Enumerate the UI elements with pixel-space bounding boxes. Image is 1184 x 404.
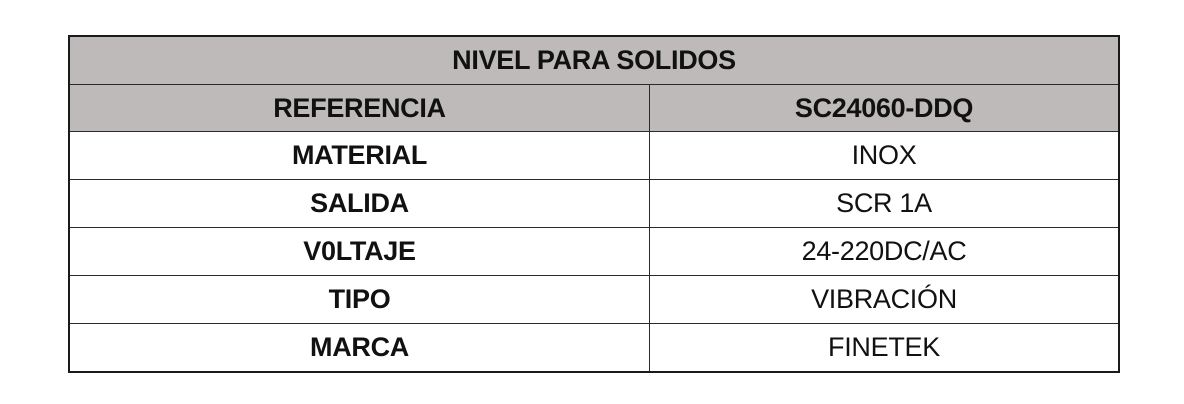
table-row: MARCA FINETEK — [68, 323, 1120, 373]
row-label: MATERIAL — [68, 131, 650, 180]
row-value: SCR 1A — [649, 179, 1120, 228]
header-label: REFERENCIA — [68, 84, 650, 132]
row-value: INOX — [649, 131, 1120, 180]
row-label: MARCA — [68, 323, 650, 373]
table-row: V0LTAJE 24-220DC/AC — [68, 227, 1120, 276]
table-title-row: NIVEL PARA SOLIDOS — [68, 35, 1120, 85]
header-value: SC24060-DDQ — [649, 84, 1120, 132]
row-label: V0LTAJE — [68, 227, 650, 276]
row-value: 24-220DC/AC — [649, 227, 1120, 276]
table-row: MATERIAL INOX — [68, 131, 1120, 180]
table-title: NIVEL PARA SOLIDOS — [68, 35, 1120, 85]
row-value: VIBRACIÓN — [649, 275, 1120, 324]
row-label: TIPO — [68, 275, 650, 324]
row-value: FINETEK — [649, 323, 1120, 373]
table-row: SALIDA SCR 1A — [68, 179, 1120, 228]
row-label: SALIDA — [68, 179, 650, 228]
table-row: TIPO VIBRACIÓN — [68, 275, 1120, 324]
table-header-row: REFERENCIA SC24060-DDQ — [68, 84, 1120, 132]
spec-table: NIVEL PARA SOLIDOS REFERENCIA SC24060-DD… — [68, 35, 1120, 373]
